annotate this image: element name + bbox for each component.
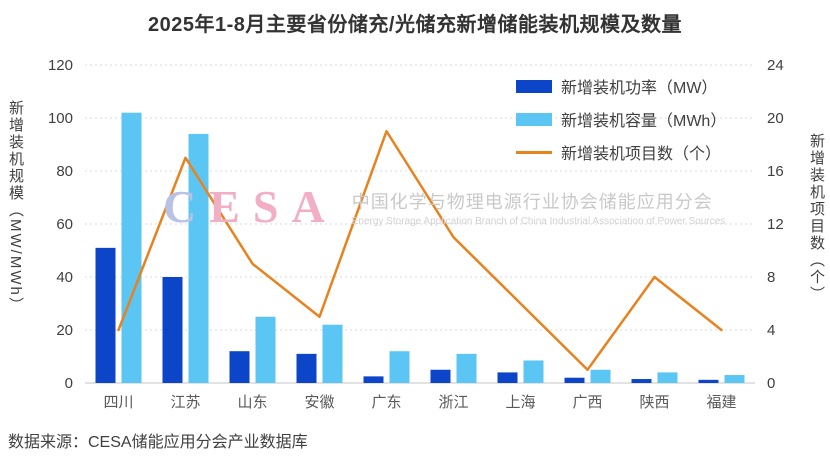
bar-capacity <box>523 360 544 383</box>
legend-swatch-capacity-icon <box>516 112 552 126</box>
data-source-note: 数据来源：CESA储能应用分会产业数据库 <box>8 434 308 451</box>
bar-capacity <box>657 372 678 383</box>
bar-power <box>497 372 518 383</box>
chart-title: 2025年1-8月主要省份储充/光储充新增储能装机规模及数量 <box>148 14 682 36</box>
right-axis-tick-label: 16 <box>767 163 784 180</box>
bar-power <box>430 369 451 383</box>
right-axis-tick-label: 0 <box>767 375 775 392</box>
legend-swatch-projects-line-icon <box>516 150 552 154</box>
left-axis-tick-label: 80 <box>56 163 73 180</box>
right-axis-tick-label: 24 <box>767 57 784 74</box>
right-axis-tick-label: 12 <box>767 216 784 233</box>
right-axis-tick-label: 20 <box>767 110 784 127</box>
left-axis-tick-label: 100 <box>48 110 73 127</box>
x-axis-category-label: 福建 <box>706 394 736 411</box>
x-axis-category-label: 广东 <box>371 394 401 411</box>
legend-item-projects: 新增装机项目数（个） <box>516 140 726 164</box>
right-axis-title: 新增装机项目数（个） <box>808 133 825 303</box>
bar-power <box>698 379 719 383</box>
bar-power <box>95 247 116 383</box>
left-axis-tick-label: 20 <box>56 322 73 339</box>
bar-capacity <box>121 112 142 383</box>
bar-capacity <box>188 133 209 383</box>
x-axis-category-label: 陕西 <box>639 394 669 411</box>
bar-capacity <box>724 375 745 383</box>
left-axis-tick-label: 120 <box>48 57 73 74</box>
right-axis-tick-label: 8 <box>767 269 775 286</box>
bar-power <box>296 353 317 383</box>
bar-power <box>162 277 183 383</box>
legend-label-projects: 新增装机项目数（个） <box>561 146 722 163</box>
bar-capacity <box>456 353 477 383</box>
left-axis-tick-label: 60 <box>56 216 73 233</box>
right-axis-tick-label: 4 <box>767 322 775 339</box>
x-axis-category-label: 浙江 <box>438 394 468 411</box>
legend-swatch-power-icon <box>516 79 552 93</box>
x-axis-category-label: 山东 <box>237 394 267 411</box>
legend-label-capacity: 新增装机容量（MWh） <box>561 113 727 130</box>
x-axis-category-label: 江苏 <box>170 394 200 411</box>
x-axis-category-label: 四川 <box>103 394 133 411</box>
x-axis-category-label: 安徽 <box>304 394 334 411</box>
legend-item-power: 新增装机功率（MW） <box>516 74 726 98</box>
bar-power <box>229 351 250 383</box>
projects-line <box>117 130 723 371</box>
bar-capacity <box>389 351 410 383</box>
bar-power <box>631 379 652 383</box>
x-axis-category-label: 上海 <box>505 394 535 411</box>
bar-power <box>564 377 585 383</box>
left-axis-tick-label: 40 <box>56 269 73 286</box>
bar-power <box>363 376 384 383</box>
legend-item-capacity: 新增装机容量（MWh） <box>516 107 726 131</box>
x-axis-category-label: 广西 <box>572 394 602 411</box>
legend: 新增装机功率（MW） 新增装机容量（MWh） 新增装机项目数（个） <box>516 74 726 164</box>
bar-capacity <box>322 324 343 383</box>
bar-capacity <box>590 369 611 383</box>
left-axis-title: 新增装机规模（MW/MWh） <box>7 100 24 314</box>
bar-capacity <box>255 316 276 383</box>
left-axis-tick-label: 0 <box>65 375 73 392</box>
legend-label-power: 新增装机功率（MW） <box>561 80 718 97</box>
